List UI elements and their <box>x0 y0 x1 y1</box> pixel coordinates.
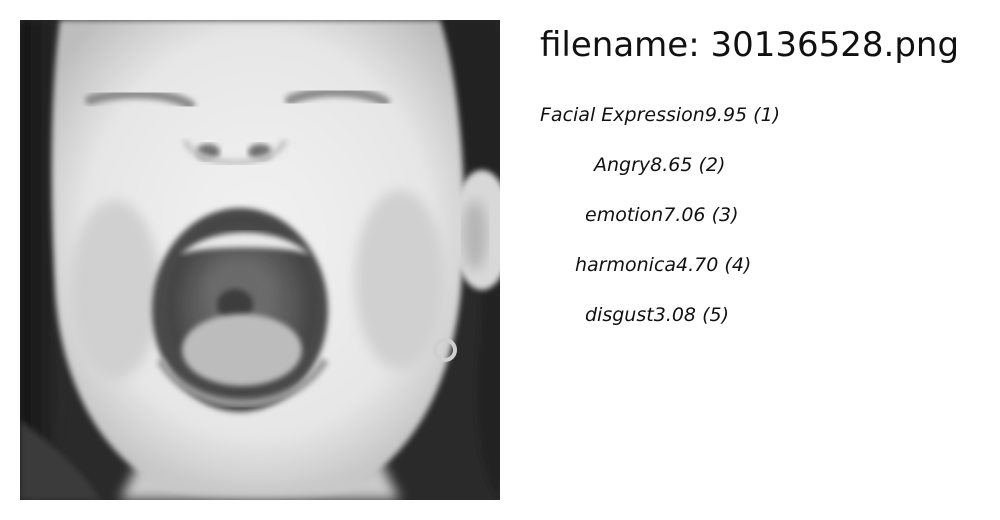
prediction-label: Facial Expression <box>540 104 705 126</box>
prediction-rank: (2) <box>698 154 726 176</box>
prediction-score: 7.06 <box>663 204 706 226</box>
prediction-item: harmonica4.70 (4) <box>540 250 800 300</box>
prediction-label: Angry <box>594 154 651 176</box>
prediction-label: emotion <box>585 204 664 226</box>
prediction-score: 8.65 <box>650 154 693 176</box>
screaming-child-face-icon <box>20 20 500 500</box>
filename-title: filename: 30136528.png <box>540 22 959 68</box>
prediction-score: 9.95 <box>704 104 748 126</box>
prediction-label: disgust <box>585 304 654 326</box>
filename-prefix: filename: <box>540 25 700 65</box>
prediction-item: disgust3.08 (5) <box>540 300 800 350</box>
prediction-rank: (1) <box>753 104 781 126</box>
prediction-item: emotion7.06 (3) <box>540 200 800 250</box>
prediction-score: 3.08 <box>653 304 697 326</box>
prediction-rank: (5) <box>702 304 729 326</box>
prediction-list: Facial Expression9.95 (1) Angry8.65 (2) … <box>540 100 800 350</box>
prediction-label: harmonica <box>575 254 677 276</box>
prediction-score: 4.70 <box>676 254 719 276</box>
prediction-item: Angry8.65 (2) <box>540 150 800 200</box>
filename-value: 30136528.png <box>710 25 960 65</box>
prediction-rank: (3) <box>711 204 739 226</box>
prediction-item: Facial Expression9.95 (1) <box>540 100 800 150</box>
prediction-rank: (4) <box>724 254 752 276</box>
face-photo <box>20 20 500 500</box>
